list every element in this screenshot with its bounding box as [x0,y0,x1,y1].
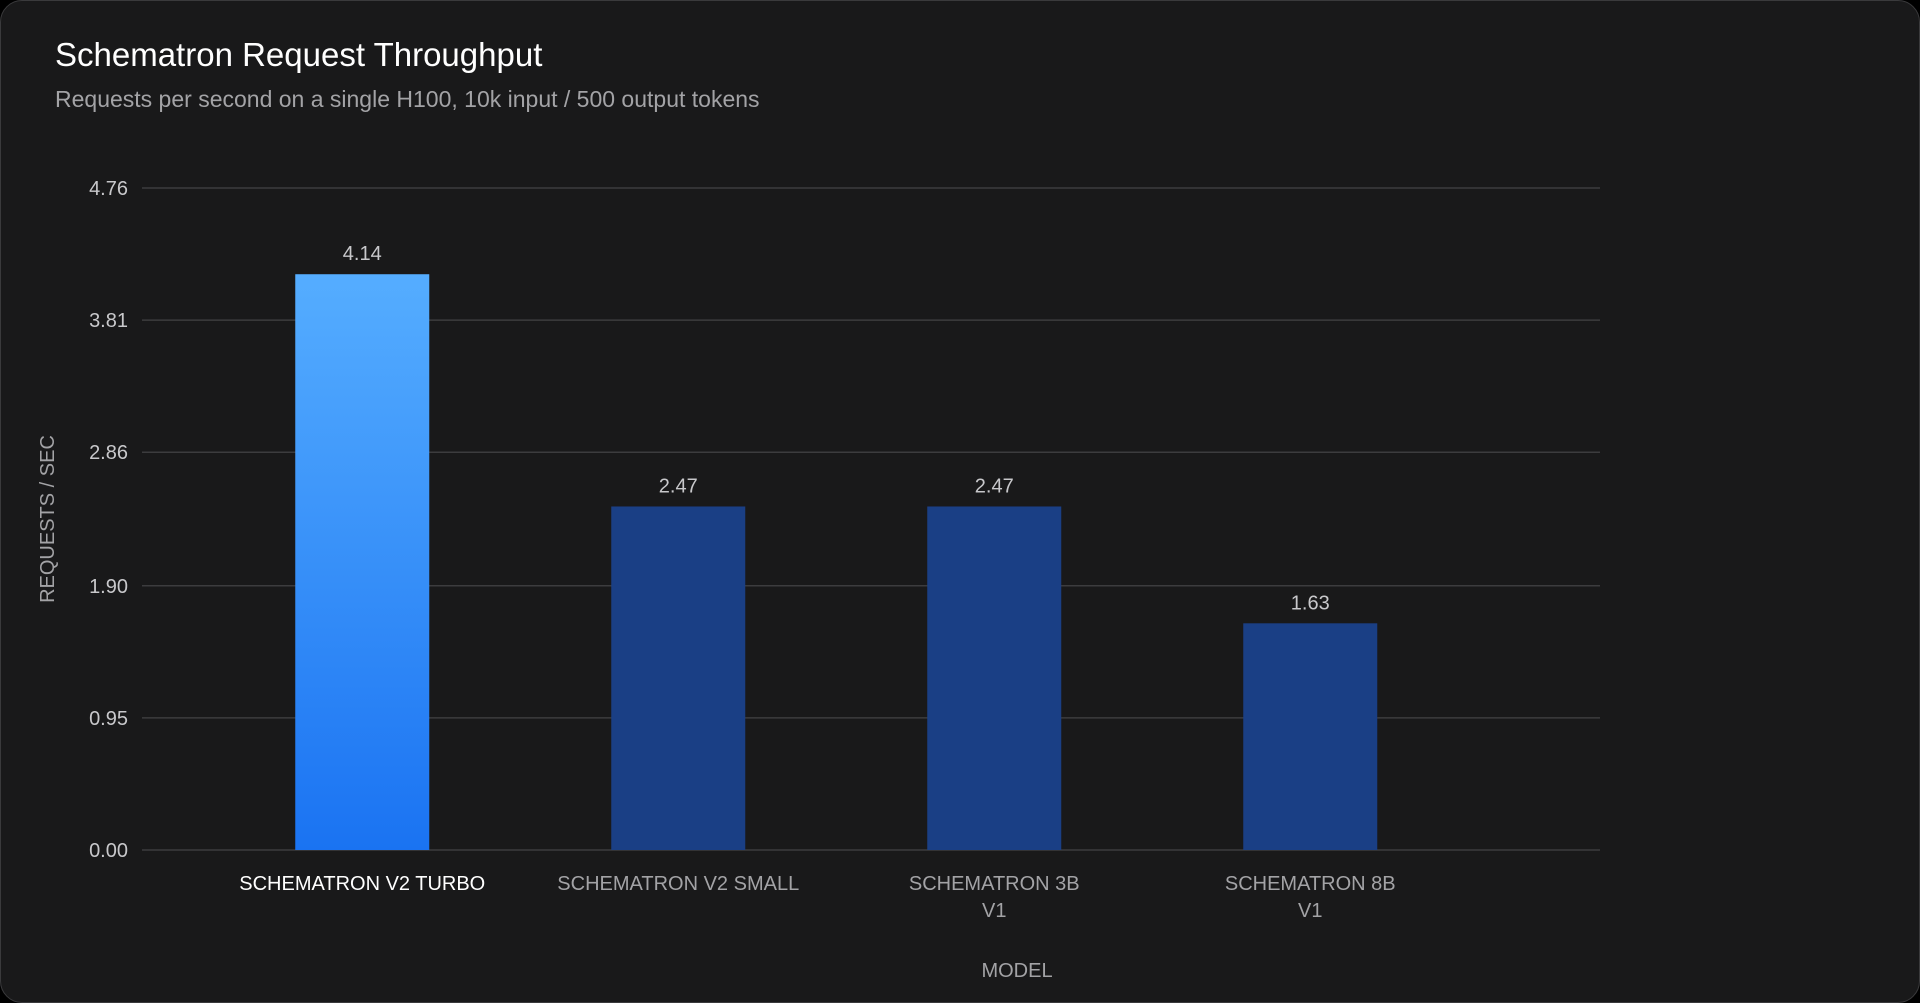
bar [295,274,430,850]
bar [927,506,1062,850]
chart-title: Schematron Request Throughput [55,36,543,73]
y-tick-label: 0.95 [89,708,128,730]
x-tick-label: SCHEMATRON 8B [1225,873,1396,895]
x-tick-label: V1 [982,900,1006,922]
chart-subtitle: Requests per second on a single H100, 10… [55,86,760,112]
y-tick-label: 1.90 [89,576,128,598]
x-axis-title: MODEL [981,960,1052,982]
x-tick-label: V1 [1298,900,1322,922]
value-labels: 4.14 2.47 2.47 1.63 [343,243,1330,614]
y-tick-label: 3.81 [89,310,128,332]
y-axis-title: REQUESTS / SEC [37,435,59,603]
bars [295,274,1378,850]
bar [1243,623,1378,850]
y-tick-label: 4.76 [89,178,128,200]
bar-value-label: 2.47 [659,475,698,497]
x-axis-ticks: SCHEMATRON V2 TURBO SCHEMATRON V2 SMALL SC… [239,873,1395,922]
bar-value-label: 2.47 [975,475,1014,497]
bar-value-label: 4.14 [343,243,382,265]
y-tick-label: 2.86 [89,442,128,464]
y-tick-label: 0.00 [89,840,128,862]
x-tick-label: SCHEMATRON V2 TURBO [239,873,485,895]
y-axis-ticks: 0.00 0.95 1.90 2.86 3.81 4.76 [89,178,128,862]
x-tick-label: SCHEMATRON V2 SMALL [557,873,799,895]
x-tick-label: SCHEMATRON 3B [909,873,1080,895]
bar [611,506,746,850]
bar-value-label: 1.63 [1291,592,1330,614]
